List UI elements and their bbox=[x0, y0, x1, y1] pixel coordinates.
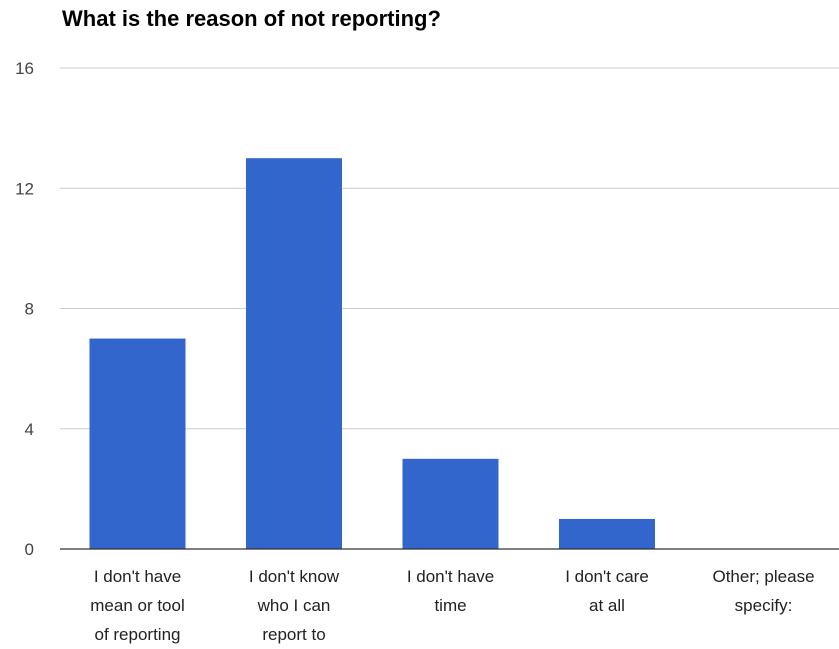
bar-3[interactable] bbox=[559, 518, 655, 549]
x-category-label-line: of reporting bbox=[95, 625, 181, 644]
x-category-label-line: specify: bbox=[735, 596, 793, 615]
x-category-label-line: who I can bbox=[257, 596, 331, 615]
x-category-label-line: Other; please bbox=[712, 567, 814, 586]
x-category-label-line: time bbox=[434, 596, 466, 615]
bar-0[interactable] bbox=[89, 338, 186, 549]
x-category-label-line: report to bbox=[262, 625, 325, 644]
x-category-label-line: I don't care bbox=[565, 567, 649, 586]
y-tick-label: 16 bbox=[15, 59, 34, 78]
x-category-label: I don't care at all bbox=[565, 567, 649, 615]
x-category-label-line: I don't know bbox=[249, 567, 340, 586]
y-tick-label: 12 bbox=[15, 179, 34, 198]
y-axis-ticks: 0 4 8 12 16 bbox=[15, 59, 34, 559]
bar-2[interactable] bbox=[402, 458, 499, 549]
x-category-label: Other; please specify: bbox=[712, 567, 814, 615]
bars bbox=[60, 158, 839, 550]
x-category-label: I don't have mean or tool of reporting bbox=[90, 567, 185, 644]
x-category-label-line: at all bbox=[589, 596, 625, 615]
bar-1[interactable] bbox=[246, 158, 342, 549]
x-category-label: I don't have time bbox=[407, 567, 494, 615]
y-tick-label: 8 bbox=[25, 300, 34, 319]
gridlines bbox=[60, 67, 839, 430]
x-category-label: I don't know who I can report to bbox=[249, 567, 340, 644]
x-category-label-line: I don't have bbox=[94, 567, 181, 586]
y-tick-label: 0 bbox=[25, 540, 34, 559]
x-category-label-line: I don't have bbox=[407, 567, 494, 586]
chart-title: What is the reason of not reporting? bbox=[62, 6, 441, 31]
x-category-label-line: mean or tool bbox=[90, 596, 185, 615]
y-tick-label: 4 bbox=[25, 420, 34, 439]
